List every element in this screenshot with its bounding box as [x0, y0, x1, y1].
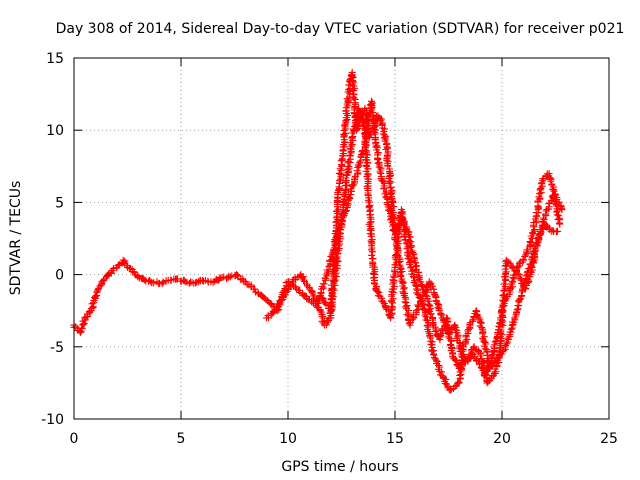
x-tick-label: 10: [279, 431, 297, 447]
x-tick-label: 5: [177, 431, 186, 447]
plot-frame: [73, 57, 610, 420]
x-tick-label: 20: [493, 431, 511, 447]
x-tick-label: 0: [70, 431, 79, 447]
data-point: [233, 271, 241, 279]
y-tick-label: 5: [55, 195, 64, 211]
y-axis-label: SDTVAR / TECUs: [8, 181, 24, 296]
series-p021-c: [263, 97, 562, 387]
y-tick-label: -5: [50, 340, 64, 356]
y-tick-label: -10: [41, 412, 64, 428]
x-tick-label: 15: [386, 431, 404, 447]
series-trace: [264, 99, 560, 386]
series-p021: [70, 68, 566, 380]
x-axis-label: GPS time / hours: [281, 459, 398, 475]
y-tick-label: 0: [55, 268, 64, 284]
data-series: [70, 68, 566, 394]
series-trace: [70, 70, 566, 379]
x-tick-label: 25: [600, 431, 618, 447]
x-axis-ticks: 0 5 10 15 20 25: [70, 58, 618, 447]
chart-title: Day 308 of 2014, Sidereal Day-to-day VTE…: [56, 21, 625, 37]
y-axis-ticks: -10 -5 0 5 10 15: [41, 51, 609, 428]
y-tick-label: 15: [46, 51, 64, 67]
data-point: [445, 328, 452, 336]
y-tick-label: 10: [46, 123, 64, 139]
